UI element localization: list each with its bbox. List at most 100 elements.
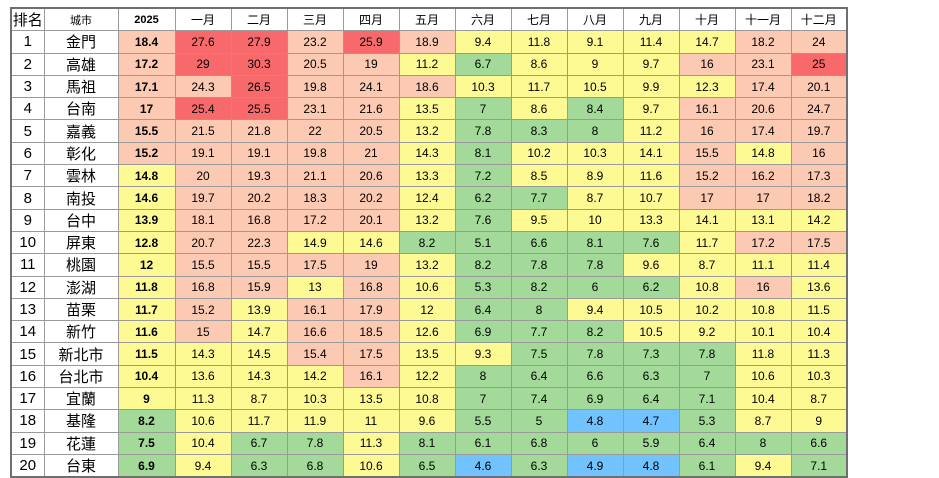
month-value-cell: 9.6 [622, 253, 680, 277]
table-row: 17 宜蘭 9 11.3 8.7 10.3 13.5 10.8 7 7.4 6.9 6.4 7.1 10.… [10, 387, 848, 411]
month-value-cell: 4.9 [566, 453, 624, 478]
month-value-cell: 19.7 [174, 186, 232, 210]
header-month: 六月 [454, 7, 512, 32]
month-value-cell: 14.9 [286, 230, 344, 255]
table-row: 10 屏東 12.8 20.7 22.3 14.9 14.6 8.2 5.1 6.6 8.1 7.6 1… [10, 230, 848, 255]
month-value-cell: 21.6 [342, 97, 400, 121]
annual-value-cell: 17.2 [117, 52, 176, 76]
month-value-cell: 20.7 [174, 230, 232, 255]
month-value-cell: 29 [174, 52, 232, 76]
month-value-cell: 10.3 [454, 74, 512, 99]
month-value-cell: 13.2 [398, 208, 456, 232]
city-cell: 新竹 [43, 320, 119, 344]
header-month: 九月 [622, 7, 680, 32]
month-value-cell: 5.5 [454, 409, 512, 433]
month-value-cell: 8.1 [454, 141, 512, 166]
table-row: 11 桃園 12 15.5 15.5 17.5 19 13.2 8.2 7.8 7.8 9.6 8.7 1… [10, 253, 848, 277]
month-value-cell: 11.7 [510, 74, 568, 99]
month-value-cell: 11.2 [398, 52, 456, 76]
annual-value-cell: 17 [117, 97, 176, 121]
month-value-cell: 16.1 [342, 364, 400, 389]
month-value-cell: 11.5 [790, 297, 848, 322]
month-value-cell: 6.6 [790, 431, 848, 455]
rank-cell: 8 [10, 186, 45, 210]
header-month: 二月 [230, 7, 288, 32]
header-row: 排名 城市 2025 一月 二月 三月 四月 五月 六月 七月 八月 九月 十月… [10, 7, 848, 32]
month-value-cell: 20.5 [342, 119, 400, 143]
month-value-cell: 15.5 [174, 253, 232, 277]
month-value-cell: 10.8 [398, 387, 456, 411]
month-value-cell: 6.8 [286, 453, 344, 478]
month-value-cell: 9.1 [566, 30, 624, 54]
month-value-cell: 9.5 [510, 208, 568, 232]
table-row: 6 彰化 15.2 19.1 19.1 19.8 21 14.3 8.1 10.2 10.3 14.1… [10, 141, 848, 166]
month-value-cell: 10.4 [734, 387, 792, 411]
month-value-cell: 5.3 [678, 409, 736, 433]
month-value-cell: 21 [342, 141, 400, 166]
header-month: 一月 [174, 7, 232, 32]
city-cell: 彰化 [43, 141, 119, 166]
header-month: 十月 [678, 7, 736, 32]
month-value-cell: 16.8 [174, 275, 232, 299]
month-value-cell: 8.7 [790, 387, 848, 411]
month-value-cell: 21.5 [174, 119, 232, 143]
month-value-cell: 19.8 [286, 141, 344, 166]
month-value-cell: 14.7 [230, 320, 288, 344]
month-value-cell: 11.8 [510, 30, 568, 54]
month-value-cell: 6.1 [678, 453, 736, 478]
month-value-cell: 12.4 [398, 186, 456, 210]
header-city: 城市 [43, 7, 119, 32]
month-value-cell: 9.4 [734, 453, 792, 478]
month-value-cell: 7.7 [510, 320, 568, 344]
month-value-cell: 7.1 [790, 453, 848, 478]
month-value-cell: 4.7 [622, 409, 680, 433]
month-value-cell: 10.6 [342, 453, 400, 478]
table-row: 9 台中 13.9 18.1 16.8 17.2 20.1 13.2 7.6 9.5 10 13.3 1… [10, 208, 848, 232]
month-value-cell: 7.1 [678, 387, 736, 411]
month-value-cell: 6.9 [454, 320, 512, 344]
month-value-cell: 10.2 [678, 297, 736, 322]
month-value-cell: 17.4 [734, 119, 792, 143]
month-value-cell: 9.2 [678, 320, 736, 344]
month-value-cell: 14.8 [734, 141, 792, 166]
month-value-cell: 14.5 [230, 342, 288, 366]
month-value-cell: 8.2 [454, 253, 512, 277]
month-value-cell: 10.1 [734, 320, 792, 344]
month-value-cell: 6.8 [510, 431, 568, 455]
month-value-cell: 7.4 [510, 387, 568, 411]
month-value-cell: 11.8 [734, 342, 792, 366]
month-value-cell: 7.7 [510, 186, 568, 210]
month-value-cell: 7 [454, 97, 512, 121]
header-month: 三月 [286, 7, 344, 32]
month-value-cell: 13.2 [398, 253, 456, 277]
month-value-cell: 7.8 [454, 119, 512, 143]
month-value-cell: 5 [510, 409, 568, 433]
month-value-cell: 9 [566, 52, 624, 76]
annual-value-cell: 17.1 [117, 74, 176, 99]
month-value-cell: 6.4 [510, 364, 568, 389]
month-value-cell: 15.2 [678, 164, 736, 188]
month-value-cell: 4.6 [454, 453, 512, 478]
month-value-cell: 8.3 [510, 119, 568, 143]
month-value-cell: 6.2 [622, 275, 680, 299]
annual-value-cell: 11.5 [117, 342, 176, 366]
month-value-cell: 11.4 [622, 30, 680, 54]
month-value-cell: 10.3 [286, 387, 344, 411]
month-value-cell: 6.2 [454, 186, 512, 210]
month-value-cell: 10.5 [566, 74, 624, 99]
annual-value-cell: 15.2 [117, 141, 176, 166]
month-value-cell: 8.7 [734, 409, 792, 433]
month-value-cell: 9.7 [622, 97, 680, 121]
city-cell: 屏東 [43, 230, 119, 255]
month-value-cell: 10.3 [566, 141, 624, 166]
month-value-cell: 10.6 [734, 364, 792, 389]
month-value-cell: 23.2 [286, 30, 344, 54]
ranking-table: 排名 城市 2025 一月 二月 三月 四月 五月 六月 七月 八月 九月 十月… [10, 7, 848, 478]
month-value-cell: 5.3 [454, 275, 512, 299]
month-value-cell: 8.6 [510, 52, 568, 76]
city-cell: 桃園 [43, 253, 119, 277]
month-value-cell: 19 [342, 253, 400, 277]
month-value-cell: 11.4 [790, 253, 848, 277]
annual-value-cell: 11.8 [117, 275, 176, 299]
header-month: 十一月 [734, 7, 792, 32]
